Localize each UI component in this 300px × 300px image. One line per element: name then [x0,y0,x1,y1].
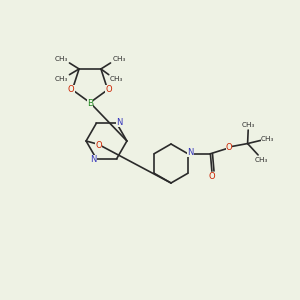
Text: CH₃: CH₃ [112,56,126,62]
Text: B: B [87,99,93,108]
Text: O: O [95,141,102,150]
Text: O: O [226,143,232,152]
Text: O: O [68,85,74,94]
Text: CH₃: CH₃ [55,76,68,82]
Text: N: N [187,148,194,157]
Text: CH₃: CH₃ [54,56,68,62]
Text: O: O [208,172,215,181]
Text: N: N [116,118,123,127]
Text: CH₃: CH₃ [109,76,123,82]
Text: CH₃: CH₃ [242,122,255,128]
Text: O: O [106,85,112,94]
Text: CH₃: CH₃ [255,157,268,163]
Text: N: N [90,155,97,164]
Text: CH₃: CH₃ [261,136,274,142]
